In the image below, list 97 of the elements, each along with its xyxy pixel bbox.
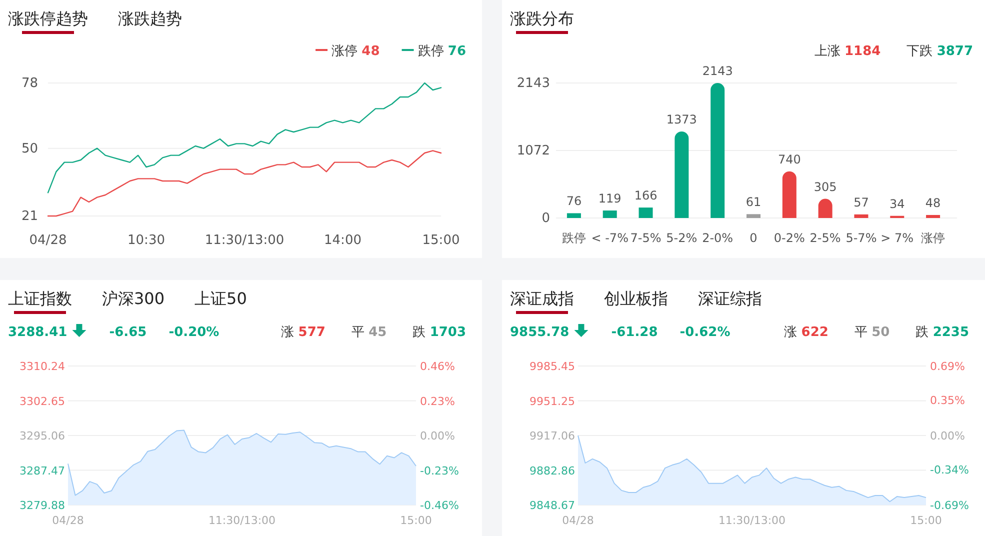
y-tick-label: 0: [542, 211, 550, 226]
y2-tick-label: 0.00%: [930, 430, 965, 442]
y-tick-label: 21: [21, 209, 38, 224]
y2-tick-label: -0.23%: [420, 464, 459, 478]
text: 48: [362, 44, 380, 59]
x-tick-label: 7-5%: [630, 231, 662, 245]
x-tick-label: 14:00: [324, 233, 362, 248]
x-tick-label: 04/28: [29, 233, 67, 248]
y2-tick-label: 0.00%: [420, 430, 455, 442]
x-tick-label: 0: [750, 231, 758, 245]
data-label: 57: [854, 195, 869, 210]
chart-subtitle: 涨跌趋势: [118, 9, 182, 28]
data-label: 119: [598, 192, 622, 206]
bar: [602, 210, 617, 218]
x-tick-label: 11:30/13:00: [718, 514, 786, 527]
x-tick-label: 10:30: [128, 233, 165, 248]
x-tick-label: 涨停: [921, 231, 946, 245]
y-tick-label: 9917.06: [530, 430, 575, 442]
bar: [782, 171, 796, 218]
text: 跌 1703: [412, 325, 466, 340]
y-tick-label: 9985.45: [530, 360, 575, 373]
chart-title: 上证指数: [8, 289, 72, 308]
y2-tick-label: -0.34%: [930, 464, 969, 477]
text: -61.28: [611, 325, 658, 340]
y-tick-label: 9951.25: [530, 394, 575, 408]
data-label: 34: [889, 196, 905, 211]
bar: [566, 213, 581, 218]
text: 创业板指: [604, 289, 668, 308]
data-label: 305: [814, 180, 837, 194]
y-tick-label: 50: [21, 141, 38, 156]
y-tick-label: 9848.67: [530, 499, 575, 512]
x-tick-label: 04/28: [562, 514, 594, 527]
y2-tick-label: 0.46%: [420, 360, 455, 373]
text: -0.20%: [168, 325, 220, 340]
chart-title: 涨跌停趋势: [8, 9, 88, 28]
x-tick-label: 跌停: [562, 231, 586, 245]
y2-tick-label: -0.69%: [930, 499, 969, 512]
line-series: [47, 82, 442, 194]
data-label: 2143: [702, 64, 733, 78]
text: -6.65: [109, 325, 147, 340]
data-label: 1373: [666, 112, 697, 127]
bar: [638, 208, 653, 218]
text: 3288.41: [8, 325, 68, 340]
bar: [710, 83, 725, 218]
bar: [674, 132, 689, 218]
text: 跌 2235: [916, 325, 969, 340]
y-tick-label: 78: [21, 76, 38, 91]
data-label: 48: [925, 196, 941, 210]
text: 下跌 3877: [906, 44, 973, 59]
y-tick-label: 3310.24: [20, 360, 65, 373]
y-tick-label: 3287.47: [20, 464, 65, 478]
x-tick-label: 04/28: [52, 514, 84, 527]
y-tick-label: 3302.65: [20, 394, 65, 408]
data-label: 166: [634, 188, 658, 203]
x-tick-label: < -7%: [591, 231, 628, 245]
text: 9855.78: [510, 325, 570, 340]
x-tick-label: 0-2%: [774, 231, 805, 245]
text: -0.62%: [680, 325, 730, 340]
x-tick-label: 5-2%: [666, 231, 698, 245]
x-tick-label: 15:00: [400, 514, 432, 527]
chart-title: 深证成指: [510, 289, 574, 308]
text: 上证50: [194, 289, 247, 308]
y-tick-label: 3295.06: [20, 430, 65, 442]
text: 平 50: [854, 325, 890, 340]
data-label: 76: [566, 194, 582, 208]
x-tick-label: 15:00: [422, 233, 460, 248]
text: 涨 577: [281, 325, 326, 340]
text: 涨 622: [784, 325, 828, 340]
y2-tick-label: 0.23%: [420, 394, 455, 408]
chart-title: 涨跌分布: [510, 9, 574, 28]
y-tick-label: 9882.86: [530, 464, 575, 478]
y2-tick-label: -0.46%: [420, 499, 459, 512]
bar: [926, 214, 940, 218]
data-label: 61: [746, 195, 762, 210]
x-tick-label: 5-7%: [846, 231, 877, 245]
legend-label: 跌停: [418, 44, 448, 59]
x-tick-label: > 7%: [880, 231, 914, 245]
bar: [854, 214, 868, 218]
bar: [746, 214, 760, 218]
x-tick-label: 11:30/13:00: [208, 514, 276, 527]
legend-label: 涨停: [332, 44, 362, 59]
text: 深证综指: [698, 289, 762, 308]
text: 上涨 1184: [814, 44, 881, 59]
x-tick-label: 2-5%: [810, 231, 841, 245]
text: 沪深300: [102, 289, 165, 308]
text: 76: [448, 44, 466, 59]
y-tick-label: 2143: [516, 76, 550, 91]
y2-tick-label: 0.69%: [930, 360, 965, 373]
line-series: [47, 150, 442, 217]
text: 平 45: [351, 325, 387, 340]
x-tick-label: 2-0%: [702, 231, 734, 245]
y-tick-label: 3279.88: [20, 499, 65, 512]
x-tick-label: 11:30/13:00: [204, 233, 284, 248]
y2-tick-label: 0.35%: [930, 394, 965, 408]
x-tick-label: 15:00: [910, 514, 942, 527]
y-tick-label: 1072: [516, 143, 550, 158]
data-label: 740: [778, 152, 801, 166]
